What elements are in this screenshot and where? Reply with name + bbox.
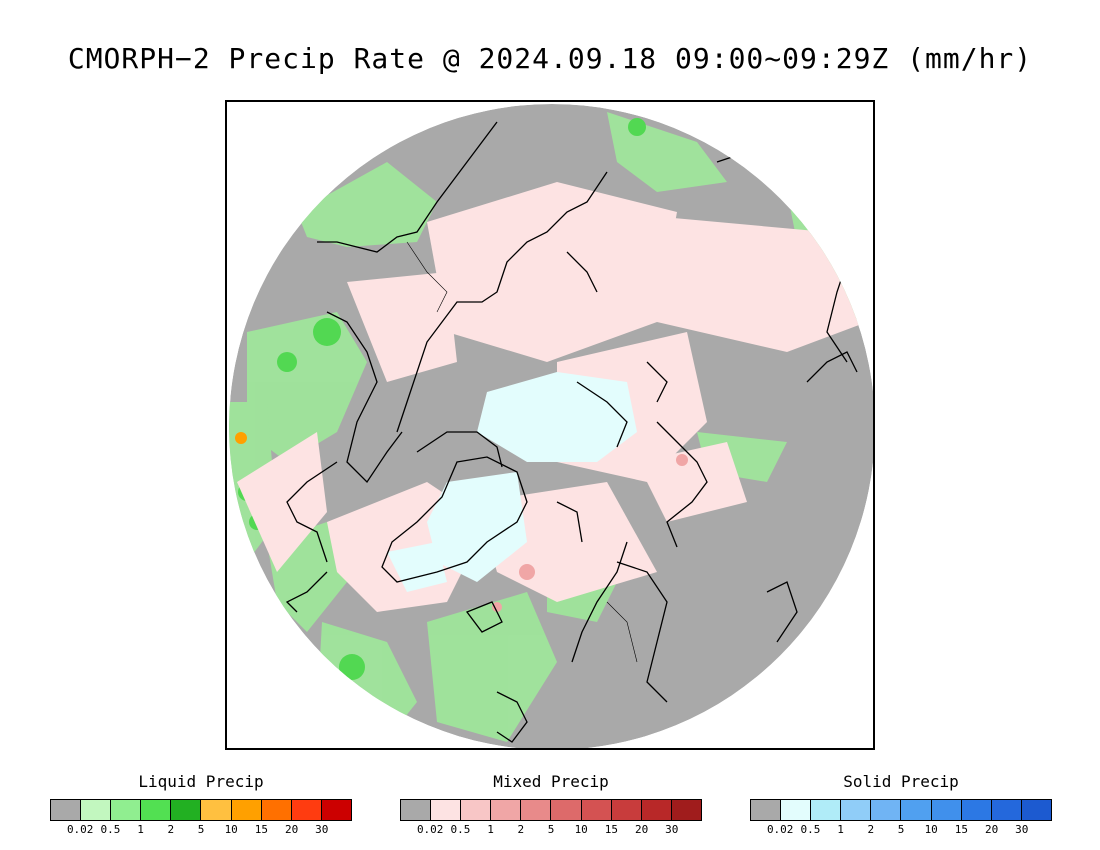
legend-swatch xyxy=(231,800,262,820)
legend-swatch xyxy=(171,800,202,820)
legend-tick-label: 20 xyxy=(284,823,299,836)
legend-colorbar xyxy=(400,799,702,821)
legend-tick-label: 10 xyxy=(574,823,588,836)
legend-swatch xyxy=(261,800,292,820)
legend-swatch xyxy=(781,800,812,820)
legend-colorbar xyxy=(750,799,1052,821)
legend-swatch xyxy=(751,800,782,820)
legend-title: Liquid Precip xyxy=(138,772,264,791)
legend-swatch xyxy=(901,800,932,820)
legend-swatch xyxy=(81,800,112,820)
legend-ticks: 0.02 0.5 1 2 5 10 15 20 30 xyxy=(750,823,1052,837)
legend-swatch xyxy=(461,800,492,820)
legend-swatch xyxy=(201,800,232,820)
legend-tick-label: 0.5 xyxy=(100,823,121,836)
map-title: CMORPH−2 Precip Rate @ 2024.09.18 09:00~… xyxy=(67,42,1033,75)
legend-swatch xyxy=(321,800,351,820)
legend-tick-label: 5 xyxy=(547,823,555,836)
legend-swatch xyxy=(841,800,872,820)
legend-tick-label: 30 xyxy=(665,823,679,836)
legend-tick-label: 0.5 xyxy=(800,823,821,836)
legend-tick-label: 0.02 xyxy=(66,823,94,836)
legend-ticks: 0.02 0.5 1 2 5 10 15 20 30 xyxy=(400,823,702,837)
legend-tick-label: 1 xyxy=(487,823,494,836)
legend-swatch xyxy=(581,800,612,820)
legend-tick-label: 2 xyxy=(167,823,175,836)
polar-map-frame xyxy=(225,100,875,750)
legend-swatch xyxy=(51,800,82,820)
legend-swatch xyxy=(641,800,672,820)
legend-tick-label: 15 xyxy=(254,823,269,836)
legend-swatch xyxy=(671,800,701,820)
legend-tick-label: 1 xyxy=(837,823,844,836)
legend-swatch xyxy=(1021,800,1051,820)
legend-swatch xyxy=(141,800,172,820)
mixed-precip-heavier xyxy=(492,454,688,612)
legend-tick-label: 2 xyxy=(517,823,525,836)
legend-swatch xyxy=(991,800,1022,820)
legend-title: Solid Precip xyxy=(843,772,959,791)
heavy-rain-cell xyxy=(235,432,247,444)
legend-tick-label: 20 xyxy=(634,823,649,836)
mixed-precip-regions xyxy=(237,182,867,612)
legend-tick-label: 5 xyxy=(897,823,905,836)
legend-tick-label: 1 xyxy=(137,823,144,836)
legend-tick-label: 30 xyxy=(315,823,329,836)
boundaries xyxy=(406,241,638,663)
legend-liquid: Liquid Precip 0.02 0.5 1 2 5 10 15 20 30 xyxy=(50,772,352,837)
legend-swatch xyxy=(961,800,992,820)
legend-ticks: 0.02 0.5 1 2 5 10 15 20 30 xyxy=(50,823,352,837)
legend-swatch xyxy=(551,800,582,820)
legend-solid: Solid Precip 0.02 0.5 1 2 5 10 15 20 30 xyxy=(750,772,1052,837)
legend-swatch xyxy=(611,800,642,820)
legend-mixed: Mixed Precip 0.02 0.5 1 2 5 10 15 20 30 xyxy=(400,772,702,837)
legend-tick-label: 5 xyxy=(197,823,205,836)
legend-tick-label: 15 xyxy=(604,823,619,836)
legend-swatch xyxy=(871,800,902,820)
legend-tick-label: 0.5 xyxy=(450,823,471,836)
legend-tick-label: 30 xyxy=(1015,823,1029,836)
legend-swatch xyxy=(491,800,522,820)
legend-swatch xyxy=(521,800,552,820)
legend-tick-label: 2 xyxy=(867,823,875,836)
legend-swatch xyxy=(291,800,322,820)
legend-title: Mixed Precip xyxy=(493,772,609,791)
legend-tick-label: 0.02 xyxy=(766,823,794,836)
legend-tick-label: 10 xyxy=(924,823,938,836)
legend-tick-label: 10 xyxy=(224,823,238,836)
legend-tick-label: 15 xyxy=(954,823,969,836)
legend-tick-label: 20 xyxy=(984,823,999,836)
legend-colorbar xyxy=(50,799,352,821)
legend-swatch xyxy=(111,800,142,820)
solid-precip-regions xyxy=(387,372,637,592)
legend-swatch xyxy=(931,800,962,820)
legend-tick-label: 0.02 xyxy=(416,823,444,836)
polar-precip-map xyxy=(227,102,873,748)
legend-swatch xyxy=(811,800,842,820)
legend-swatch xyxy=(431,800,462,820)
legend-swatch xyxy=(401,800,432,820)
